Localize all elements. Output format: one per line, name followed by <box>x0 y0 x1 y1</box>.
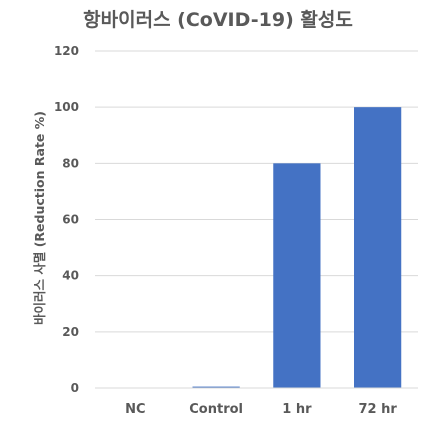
y-tick-label: 120 <box>54 44 79 58</box>
y-tick-label: 0 <box>71 381 79 395</box>
bars <box>192 107 402 389</box>
bar-1 <box>192 386 240 388</box>
x-axis-categories: NC Control 1 hr 72 hr <box>125 402 397 417</box>
x-category-label: Control <box>189 402 243 417</box>
x-category-label: 72 hr <box>358 402 397 417</box>
y-tick-label: 80 <box>62 156 79 170</box>
chart-title: 항바이러스 (CoVID-19) 활성도 <box>83 9 353 31</box>
y-axis-ticks: 0 20 40 60 80 100 120 <box>54 44 79 395</box>
y-tick-label: 100 <box>54 100 79 114</box>
x-category-label: 1 hr <box>282 402 312 417</box>
y-tick-label: 60 <box>62 213 79 227</box>
x-category-label: NC <box>125 402 145 417</box>
y-tick-label: 20 <box>62 325 79 339</box>
y-axis-label: 바이러스 사멸 (Reduction Rate %) <box>32 111 47 325</box>
bar-3 <box>354 107 402 389</box>
y-tick-label: 40 <box>62 269 79 283</box>
bar-2 <box>273 163 321 388</box>
